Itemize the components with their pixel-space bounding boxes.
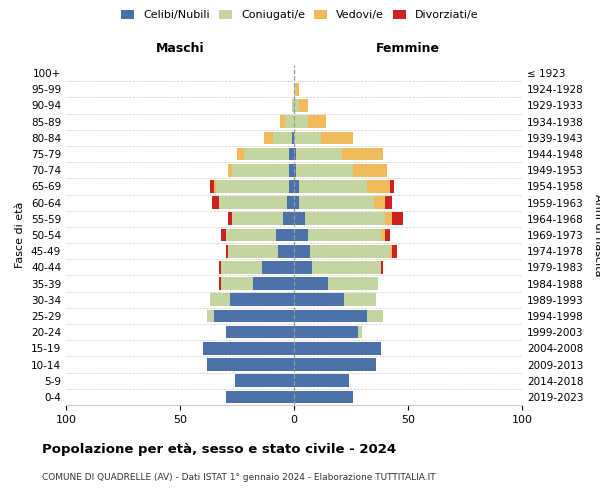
Bar	[358, 326, 362, 338]
Bar	[294, 310, 367, 322]
Bar	[385, 228, 390, 241]
Bar	[226, 228, 276, 241]
Bar	[380, 228, 385, 241]
Bar	[292, 99, 294, 112]
Bar	[294, 148, 296, 160]
Bar	[294, 164, 296, 176]
Bar	[390, 180, 394, 192]
Bar	[265, 132, 274, 144]
Bar	[308, 228, 380, 241]
Bar	[292, 132, 294, 144]
Bar	[294, 294, 344, 306]
Bar	[278, 245, 294, 258]
Bar	[232, 212, 283, 225]
Bar	[276, 228, 294, 241]
Text: COMUNE DI QUADRELLE (AV) - Dati ISTAT 1° gennaio 2024 - Elaborazione TUTTITALIA.: COMUNE DI QUADRELLE (AV) - Dati ISTAT 1°…	[42, 472, 436, 482]
Text: Maschi: Maschi	[155, 42, 205, 56]
Bar	[289, 148, 294, 160]
Bar	[294, 116, 308, 128]
Bar	[342, 148, 383, 160]
Bar	[294, 261, 312, 274]
Bar	[287, 196, 294, 209]
Bar	[230, 294, 294, 306]
Bar	[296, 164, 353, 176]
Bar	[219, 196, 287, 209]
Bar	[310, 245, 390, 258]
Bar	[274, 132, 292, 144]
Bar	[253, 278, 294, 290]
Bar	[294, 342, 380, 354]
Bar	[308, 116, 326, 128]
Bar	[305, 212, 385, 225]
Bar	[226, 326, 294, 338]
Y-axis label: Fasce di età: Fasce di età	[16, 202, 25, 268]
Bar	[367, 180, 390, 192]
Bar	[289, 180, 294, 192]
Bar	[294, 358, 376, 371]
Bar	[296, 83, 299, 96]
Bar	[219, 278, 221, 290]
Bar	[294, 374, 349, 387]
Bar	[294, 390, 353, 403]
Bar	[344, 294, 376, 306]
Bar	[221, 261, 262, 274]
Bar	[262, 261, 294, 274]
Bar	[385, 196, 392, 209]
Bar	[209, 294, 230, 306]
Bar	[380, 261, 383, 274]
Bar	[392, 212, 403, 225]
Bar	[203, 342, 294, 354]
Bar	[209, 180, 214, 192]
Bar	[296, 148, 342, 160]
Bar	[217, 180, 289, 192]
Bar	[226, 245, 228, 258]
Bar	[285, 116, 294, 128]
Bar	[294, 132, 322, 144]
Bar	[283, 212, 294, 225]
Bar	[208, 310, 214, 322]
Bar	[237, 148, 244, 160]
Bar	[280, 116, 285, 128]
Bar	[214, 180, 217, 192]
Bar	[353, 164, 388, 176]
Bar	[328, 278, 379, 290]
Bar	[390, 245, 392, 258]
Bar	[221, 228, 226, 241]
Bar	[392, 245, 397, 258]
Bar	[226, 390, 294, 403]
Bar	[374, 196, 385, 209]
Bar	[312, 261, 380, 274]
Bar	[299, 99, 308, 112]
Text: Popolazione per età, sesso e stato civile - 2024: Popolazione per età, sesso e stato civil…	[42, 442, 396, 456]
Bar	[294, 212, 305, 225]
Bar	[299, 180, 367, 192]
Bar	[232, 164, 289, 176]
Bar	[322, 132, 353, 144]
Y-axis label: Anni di nascita: Anni di nascita	[593, 194, 600, 276]
Bar	[228, 212, 232, 225]
Bar	[244, 148, 289, 160]
Bar	[294, 326, 358, 338]
Bar	[219, 261, 221, 274]
Bar	[208, 358, 294, 371]
Bar	[212, 196, 219, 209]
Bar	[221, 278, 253, 290]
Bar	[228, 245, 278, 258]
Bar	[235, 374, 294, 387]
Bar	[228, 164, 232, 176]
Bar	[294, 180, 299, 192]
Bar	[367, 310, 383, 322]
Bar	[214, 310, 294, 322]
Bar	[294, 83, 296, 96]
Bar	[385, 212, 392, 225]
Bar	[289, 164, 294, 176]
Bar	[294, 245, 310, 258]
Bar	[294, 99, 299, 112]
Legend: Celibi/Nubili, Coniugati/e, Vedovi/e, Divorziati/e: Celibi/Nubili, Coniugati/e, Vedovi/e, Di…	[117, 6, 483, 25]
Bar	[299, 196, 374, 209]
Bar	[294, 278, 328, 290]
Text: Femmine: Femmine	[376, 42, 440, 56]
Bar	[294, 196, 299, 209]
Bar	[294, 228, 308, 241]
